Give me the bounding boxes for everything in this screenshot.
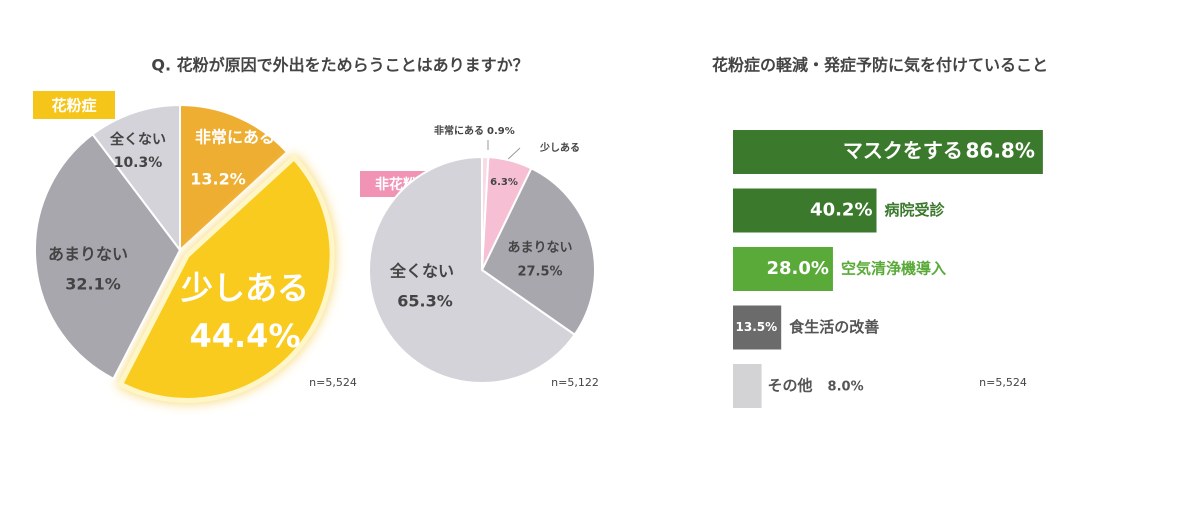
sample-size: n=5,524	[979, 376, 1027, 389]
pie-slice	[480, 167, 596, 337]
chart-title: Q. 花粉が原因で外出をためらうことはありますか？	[151, 56, 528, 75]
bar-value: 40.2%	[810, 200, 872, 221]
slice-label: 全くない	[389, 262, 454, 281]
badge-label: 花粉症	[51, 97, 96, 115]
bar-label: 食生活の改善	[789, 318, 879, 336]
bar-value: 86.8%	[965, 139, 1034, 163]
bar-value: 13.5%	[736, 320, 778, 334]
bar-label: マスクをする	[843, 139, 963, 163]
sample-size: n=5,122	[551, 376, 599, 389]
slice-value: 10.3%	[114, 155, 163, 171]
slice-value: 44.4%	[189, 317, 300, 355]
sample-size: n=5,524	[309, 376, 357, 389]
slice-value: 27.5%	[517, 265, 562, 280]
bar-value: 28.0%	[767, 258, 829, 279]
bar	[733, 247, 833, 291]
bar-label: 空気清浄機導入	[841, 260, 946, 278]
slice-label: 少しある	[181, 269, 309, 307]
slice-value: 65.3%	[397, 292, 453, 311]
pie-slice	[34, 132, 182, 381]
slice-label: あまりない	[507, 241, 572, 256]
pie-slice	[91, 103, 181, 253]
slice-label: 全くない	[109, 131, 166, 148]
chart-title: 花粉症の軽減・発症予防に気を付けていること	[712, 56, 1048, 75]
slice-value: 13.2%	[190, 170, 246, 189]
bar	[733, 364, 762, 408]
pie-slice	[179, 103, 289, 253]
slice-label: 少しある	[539, 141, 580, 154]
bar	[733, 188, 877, 233]
slice-label: 非常にある	[195, 128, 275, 147]
pie-slice	[117, 154, 335, 403]
slice-value: 6.3%	[490, 177, 518, 188]
slice-value: 0.9%	[487, 126, 515, 137]
bar-label: その他	[768, 377, 813, 395]
pie-slice	[368, 155, 577, 384]
bar-value: 8.0%	[828, 380, 864, 395]
bar	[733, 130, 1043, 174]
slice-label: 非常にある	[434, 124, 484, 137]
bar-label: 病院受診	[885, 201, 946, 219]
slice-label: あまりない	[48, 245, 128, 264]
slice-value: 32.1%	[65, 275, 121, 294]
bar	[733, 305, 782, 350]
badge	[33, 91, 115, 119]
